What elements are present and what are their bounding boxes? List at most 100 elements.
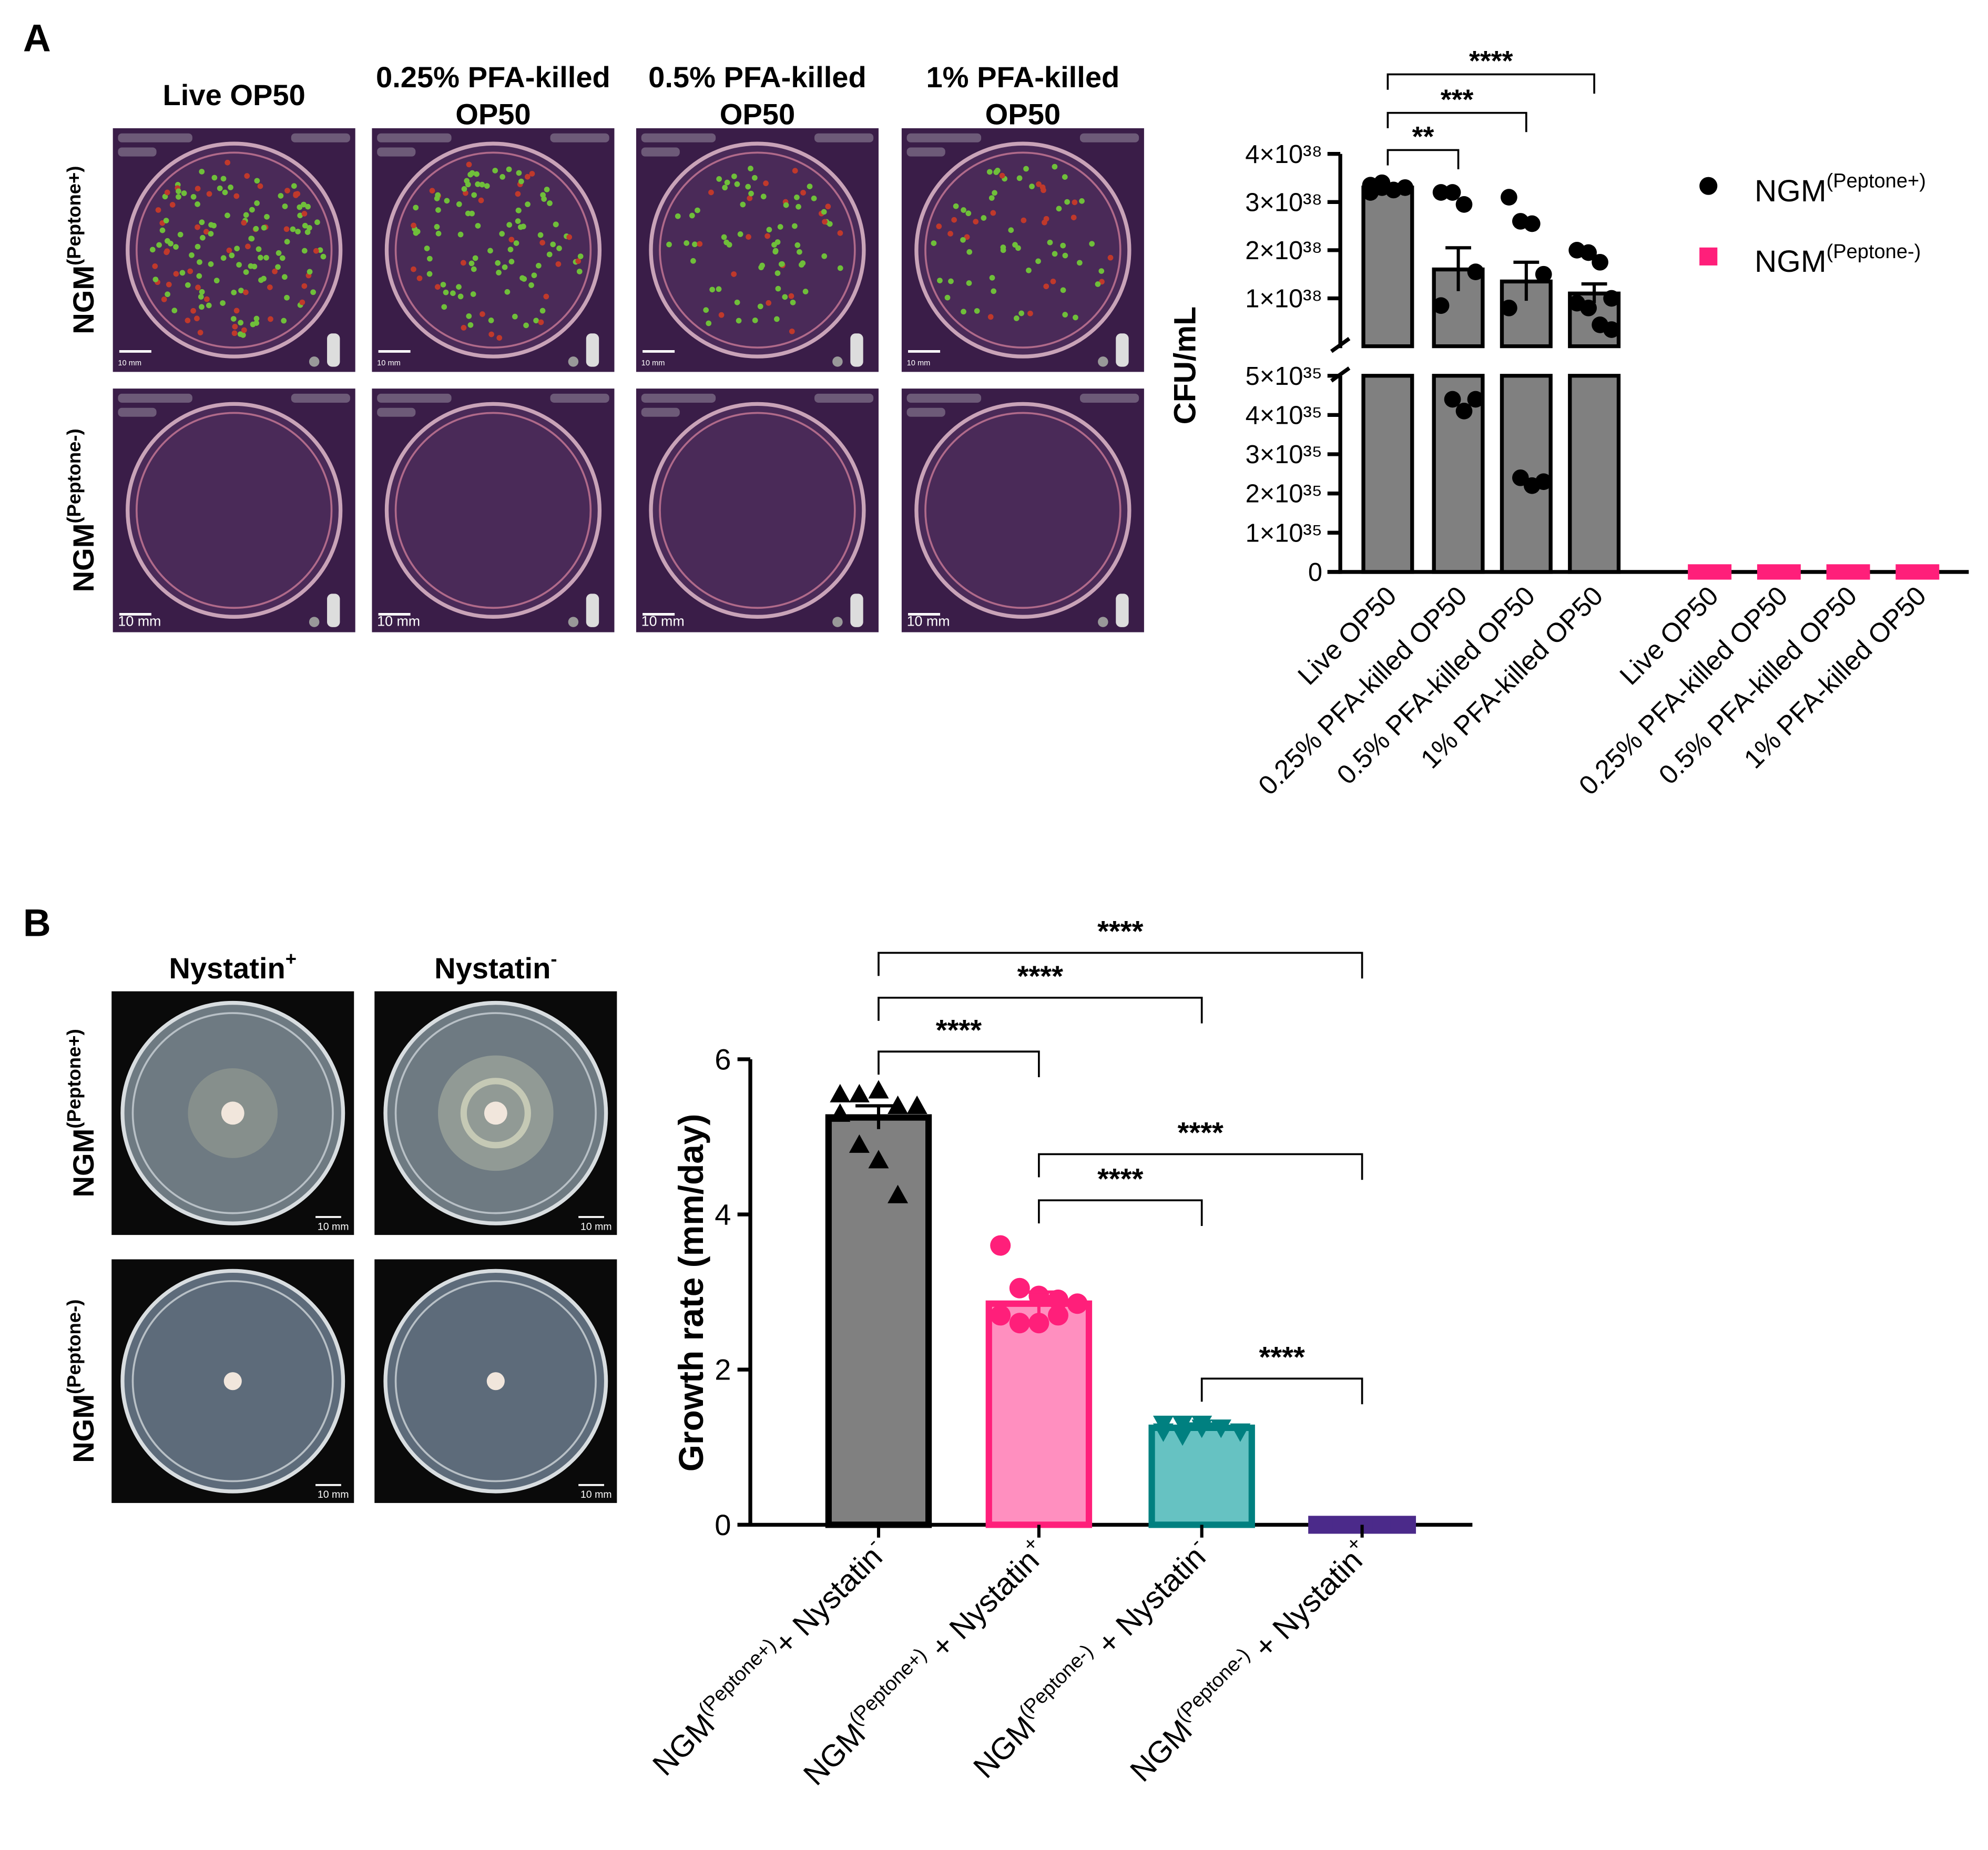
- axis-break: [1330, 337, 1351, 353]
- significance-label: ****: [1178, 1116, 1224, 1149]
- colony: [508, 259, 515, 264]
- icon: [309, 617, 320, 627]
- column-title: 0.5% PFA-killed: [648, 60, 866, 94]
- colony: [566, 234, 573, 240]
- colony: [764, 233, 770, 239]
- y-tick-label: 2×10³⁸: [1245, 237, 1322, 265]
- colony: [788, 293, 794, 299]
- colony: [413, 205, 419, 211]
- colony: [301, 283, 308, 289]
- significance-bracket: [1038, 1153, 1363, 1180]
- colony: [772, 249, 779, 255]
- significance-label: ****: [936, 1013, 982, 1046]
- significance-label: ****: [1097, 1162, 1143, 1195]
- colony: [1042, 219, 1047, 226]
- colony: [757, 303, 763, 310]
- colony: [465, 210, 471, 217]
- icon: [1116, 594, 1129, 627]
- colony: [965, 210, 972, 217]
- colony: [837, 265, 843, 271]
- colony: [469, 170, 475, 176]
- icon: [327, 594, 340, 627]
- colony: [220, 300, 226, 306]
- colony: [281, 318, 287, 324]
- colony: [217, 185, 223, 191]
- colony: [800, 190, 806, 196]
- colony: [556, 246, 562, 251]
- colony: [539, 308, 546, 314]
- colony: [456, 284, 462, 290]
- plate-rim: [394, 412, 592, 609]
- colony: [721, 234, 727, 240]
- colony: [990, 210, 996, 216]
- colony: [1062, 174, 1068, 180]
- plate-rim: [659, 151, 856, 349]
- colony: [195, 243, 201, 250]
- colony: [724, 179, 730, 186]
- row-label: NGM(Peptone-): [63, 428, 100, 592]
- colony: [465, 181, 471, 188]
- colony: [189, 252, 195, 258]
- data-point: [1535, 265, 1552, 283]
- info-box: [291, 393, 350, 403]
- significance-bracket: [878, 996, 1203, 1024]
- colony: [441, 304, 447, 310]
- colony: [171, 308, 178, 313]
- colony: [792, 223, 798, 229]
- icon: [850, 333, 863, 367]
- icon: [1116, 333, 1129, 367]
- colony: [156, 242, 162, 248]
- colony: [173, 271, 179, 277]
- colony: [1072, 199, 1078, 206]
- colony: [440, 282, 446, 288]
- column-title: Nystatin-: [434, 948, 557, 985]
- plate: [649, 402, 866, 619]
- colony: [253, 320, 260, 326]
- colony: [424, 246, 430, 251]
- colony: [992, 190, 997, 196]
- colony: [190, 193, 197, 200]
- info-box: [118, 393, 192, 403]
- colony: [164, 249, 169, 255]
- colony: [837, 230, 843, 236]
- colony: [492, 168, 498, 173]
- bar: [1826, 564, 1870, 580]
- colony: [1062, 312, 1068, 318]
- y-tick-label: 3×10³⁸: [1245, 188, 1322, 217]
- significance-label: ****: [1097, 914, 1143, 947]
- colony: [267, 284, 273, 290]
- x-tick-label-part: (Peptone+): [695, 1634, 781, 1721]
- colony: [1029, 183, 1035, 189]
- info-box: [377, 133, 452, 142]
- colony: [204, 296, 210, 302]
- bar: [1500, 279, 1553, 574]
- colony: [576, 269, 583, 274]
- significance-bracket: [1386, 111, 1527, 132]
- colony: [429, 188, 435, 194]
- colony: [496, 270, 502, 275]
- icon: [327, 333, 340, 367]
- colony: [187, 268, 193, 274]
- plate-rim: [394, 1012, 597, 1214]
- colony: [460, 260, 466, 266]
- colony: [426, 255, 433, 262]
- colony: [304, 229, 311, 235]
- row-label-part: NGM: [67, 524, 100, 592]
- data-point: [1603, 321, 1620, 338]
- colony: [281, 274, 288, 280]
- icon: [568, 356, 579, 367]
- colony: [778, 261, 784, 267]
- data-point: [1028, 1313, 1049, 1334]
- data-point: [1009, 1277, 1030, 1299]
- colony: [284, 188, 290, 193]
- panel-label: B: [23, 902, 51, 945]
- colony: [278, 193, 284, 199]
- colony: [731, 271, 737, 277]
- colony: [162, 193, 168, 200]
- colony: [931, 240, 937, 246]
- colony: [771, 242, 777, 248]
- data-point: [990, 1235, 1011, 1256]
- colony: [506, 222, 513, 228]
- column-title: 0.25% PFA-killed: [376, 60, 610, 94]
- colony: [261, 224, 267, 231]
